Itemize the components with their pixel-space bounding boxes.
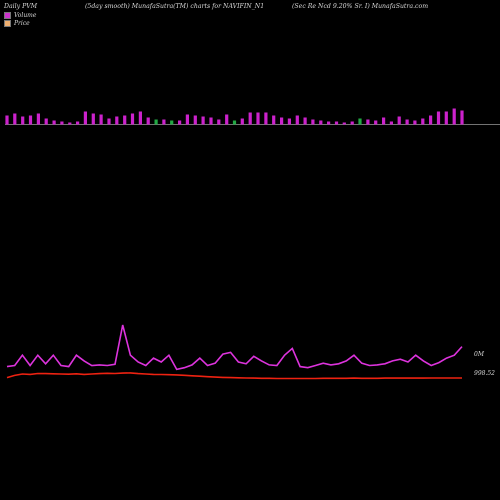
volume-bar: [209, 117, 213, 125]
volume-bar: [334, 121, 339, 125]
legend-volume-label: Volume: [14, 12, 37, 19]
volume-bar: [201, 116, 205, 125]
volume-bar: [264, 112, 268, 125]
volume-bar: [13, 113, 17, 125]
volume-bar: [44, 118, 48, 125]
volume-bar: [240, 118, 244, 125]
volume-bar: [436, 111, 441, 125]
volume-bar: [405, 119, 409, 125]
volume-bar: [232, 120, 237, 125]
volume-bar: [248, 112, 252, 125]
volume-bar: [444, 111, 448, 125]
legend-price-swatch: [4, 20, 11, 27]
volume-bar: [130, 113, 135, 125]
price-last-label: 998.52: [474, 370, 495, 377]
volume-bar: [138, 111, 142, 125]
volume-bar: [91, 113, 95, 125]
volume-bar: [295, 115, 299, 125]
price-line: [6, 372, 462, 380]
volume-bar: [303, 117, 307, 125]
volume-bar: [21, 116, 25, 125]
volume-bar: [350, 121, 354, 125]
volume-bar: [342, 122, 346, 125]
security-name: (Sec Re Ncd 9.20% Sr. I) MunafaSutra.com: [292, 3, 429, 10]
volume-bar: [193, 115, 197, 125]
volume-bar: [460, 110, 464, 125]
volume-bars: [5, 108, 464, 125]
volume-bar: [327, 121, 331, 125]
volume-bar: [382, 117, 386, 125]
volume-bar: [421, 118, 425, 125]
volume-bar: [146, 117, 150, 125]
volume-bar: [52, 120, 56, 125]
volume-last-label: 0M: [474, 351, 485, 358]
volume-bar: [217, 119, 221, 125]
volume-bar: [170, 120, 174, 125]
volume-bar: [280, 117, 284, 125]
volume-bar: [413, 120, 417, 125]
volume-bar: [272, 115, 276, 125]
legend-price-label: Price: [14, 20, 30, 27]
chart-type-label: Daily PVM: [4, 3, 38, 10]
volume-bar: [36, 113, 40, 125]
volume-bar: [185, 114, 189, 125]
volume-bar: [256, 112, 260, 125]
volume-bar: [287, 118, 291, 125]
volume-bar: [397, 116, 401, 125]
chart-title: (5day smooth) MunafaSutra(TM) charts for…: [85, 3, 265, 10]
volume-bar: [162, 119, 166, 125]
volume-bar: [5, 115, 9, 125]
volume-bar: [115, 116, 119, 125]
volume-bar: [374, 120, 378, 125]
volume-bar: [358, 118, 362, 125]
volume-bar: [429, 115, 433, 125]
volume-bar: [225, 114, 229, 125]
volume-bar: [178, 120, 182, 125]
volume-bar: [83, 111, 87, 125]
legend-volume: Volume: [4, 12, 36, 19]
volume-bar: [154, 119, 158, 125]
volume-bar: [452, 108, 456, 125]
volume-bar: [28, 115, 33, 125]
volume-bar: [99, 114, 103, 125]
volume-bar: [60, 121, 64, 125]
volume-bar: [123, 115, 127, 125]
volume-bar: [107, 118, 111, 125]
legend-volume-swatch: [4, 12, 11, 19]
volume-line: [6, 324, 463, 371]
volume-bar: [389, 121, 393, 125]
volume-bar: [319, 120, 323, 125]
legend-price: Price: [4, 20, 30, 27]
volume-bar: [68, 122, 72, 125]
volume-bar: [76, 121, 80, 125]
volume-bar: [366, 119, 370, 125]
volume-bar: [311, 119, 315, 125]
